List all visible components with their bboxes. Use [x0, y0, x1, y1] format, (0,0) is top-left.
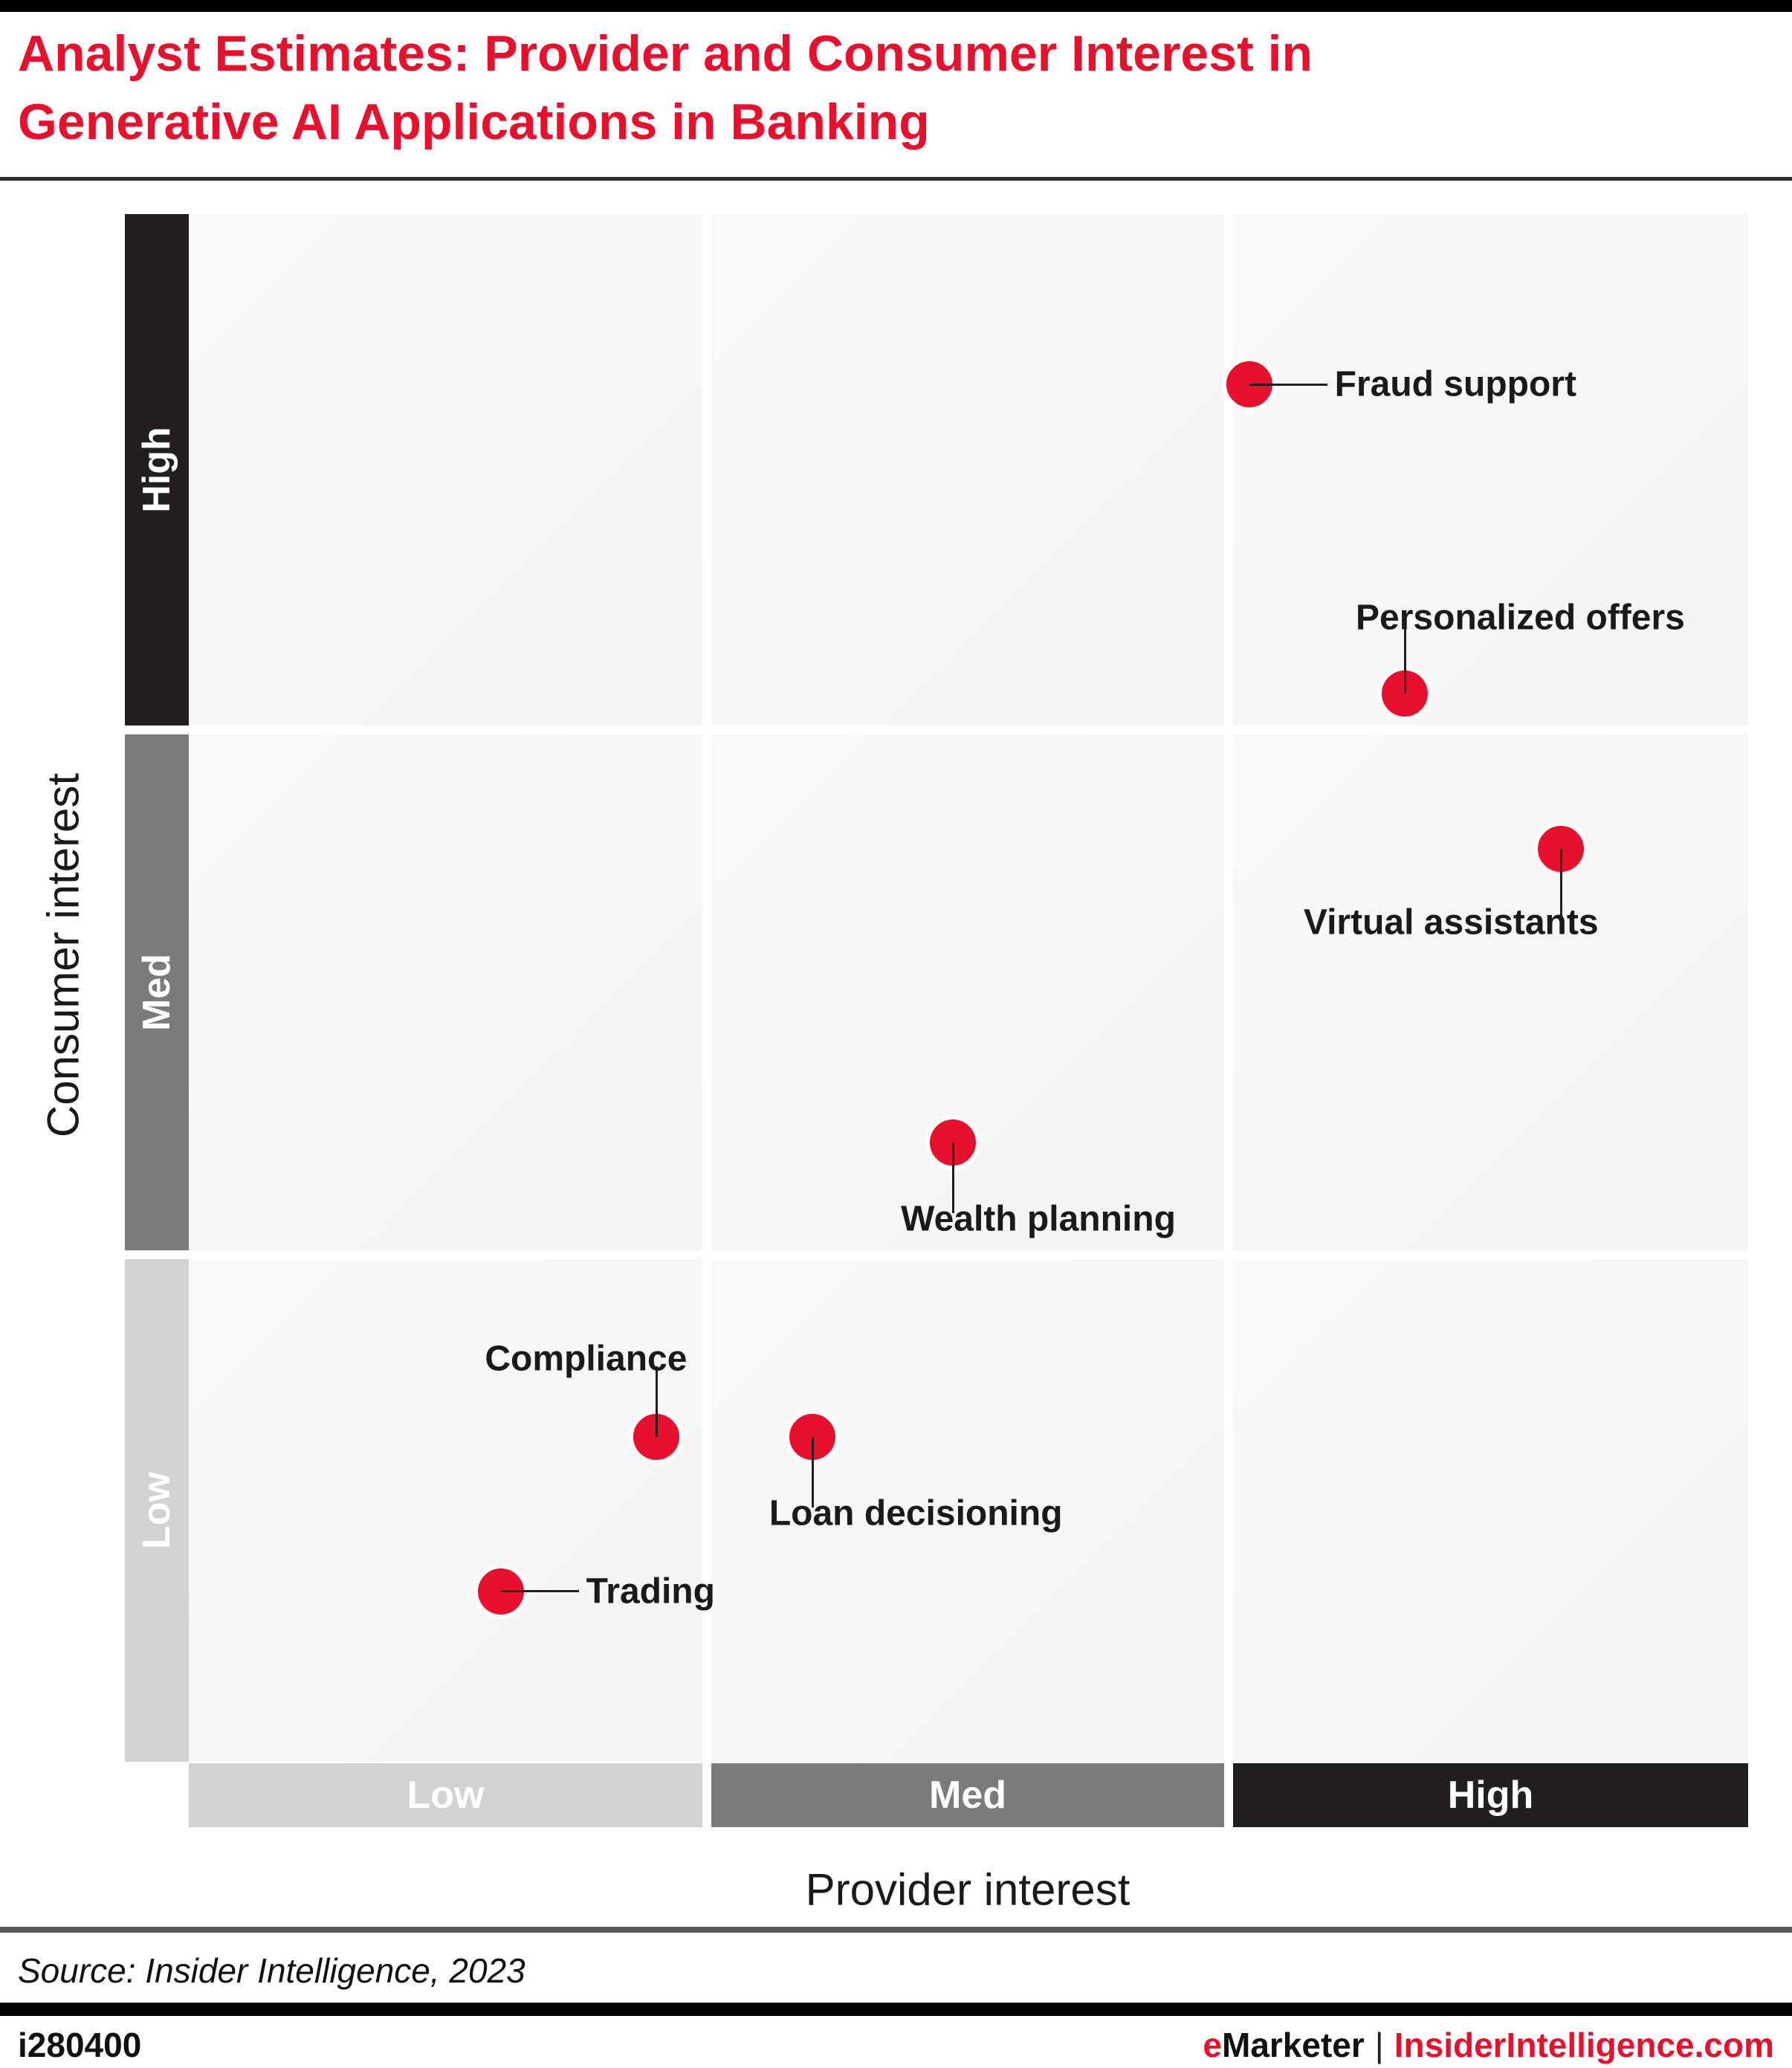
source-divider-line: [0, 1927, 1792, 1933]
data-point-label-trading: Trading: [586, 1571, 715, 1612]
leader-line-wealth-planning: [951, 1143, 954, 1214]
page-title-line-2: Generative AI Applications in Banking: [18, 94, 930, 150]
data-point-label-loan-decisioning: Loan decisioning: [769, 1493, 1063, 1534]
emarketer-logo-rest: Marketer: [1222, 2026, 1365, 2064]
grid-cell-r2-c2: [711, 734, 1224, 1250]
y-axis-band-low: Low: [125, 1259, 189, 1762]
y-axis-band-high: High: [125, 214, 189, 726]
x-axis-title: Provider interest: [805, 1864, 1130, 1915]
y-axis-band-label: Low: [135, 1472, 179, 1549]
leader-line-virtual-assistants: [1559, 848, 1562, 920]
top-border-bar: [0, 0, 1792, 12]
leader-line-personalized-offers: [1403, 623, 1406, 694]
grid-cell-r3-c1: [189, 1259, 702, 1762]
brand-divider: |: [1374, 2026, 1384, 2064]
title-divider-line: [0, 177, 1792, 181]
source-note: Source: Insider Intelligence, 2023: [18, 1951, 525, 1990]
grid-cell-r3-c2: [711, 1259, 1224, 1762]
leader-line-loan-decisioning: [811, 1436, 814, 1508]
page-title: Analyst Estimates: Provider and Consumer…: [18, 19, 1727, 156]
footer-bar: [0, 2003, 1792, 2016]
y-axis-band-label: High: [135, 427, 178, 513]
insider-intelligence-url: InsiderIntelligence.com: [1394, 2026, 1774, 2064]
x-axis-band-low: Low: [189, 1763, 702, 1827]
leader-line-fraud-support: [1249, 383, 1327, 386]
x-axis-band-label: High: [1447, 1774, 1534, 1817]
chart-id: i280400: [18, 2026, 142, 2064]
grid-cell-r1-c1: [189, 214, 702, 726]
x-axis-band-label: Med: [929, 1774, 1006, 1817]
emarketer-logo: eMarketer: [1203, 2026, 1364, 2064]
data-point-label-personalized-offers: Personalized offers: [1356, 598, 1685, 638]
grid-cell-r2-c3: [1233, 734, 1748, 1250]
x-axis-band-high: High: [1233, 1763, 1748, 1827]
emarketer-logo-e: e: [1203, 2026, 1222, 2064]
data-point-label-fraud-support: Fraud support: [1334, 364, 1576, 404]
brand-footer: eMarketer | InsiderIntelligence.com: [1203, 2025, 1774, 2065]
x-axis-band-label: Low: [407, 1774, 485, 1817]
y-axis-band-med: Med: [125, 734, 189, 1250]
page-title-line-1: Analyst Estimates: Provider and Consumer…: [18, 25, 1313, 82]
data-point-label-compliance: Compliance: [485, 1339, 688, 1379]
grid-cell-r2-c1: [189, 734, 702, 1250]
grid-cell-r3-c3: [1233, 1259, 1748, 1762]
y-axis-title: Consumer interest: [38, 772, 88, 1138]
x-axis-band-med: Med: [711, 1763, 1224, 1827]
grid-cell-r1-c2: [711, 214, 1224, 726]
data-point-label-wealth-planning: Wealth planning: [901, 1199, 1176, 1239]
grid-cell-r1-c3: [1233, 214, 1748, 726]
data-point-label-virtual-assistants: Virtual assistants: [1303, 902, 1599, 943]
y-axis-band-label: Med: [135, 954, 178, 1031]
leader-line-trading: [500, 1590, 579, 1593]
leader-line-compliance: [655, 1366, 658, 1437]
